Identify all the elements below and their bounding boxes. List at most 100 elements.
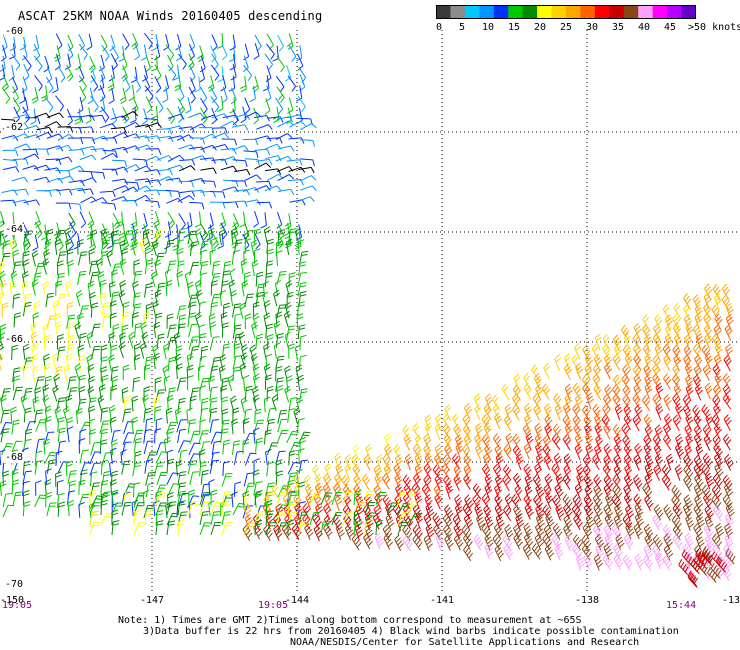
wind-barb [78, 251, 88, 266]
wind-barb [154, 405, 162, 422]
wind-barb [23, 134, 41, 141]
wind-barb [44, 478, 52, 495]
wind-barb [111, 239, 121, 254]
wind-barb [672, 344, 681, 362]
wind-barb [2, 504, 15, 518]
wind-barb [187, 281, 194, 298]
wind-barb [200, 190, 217, 198]
wind-barb [22, 343, 30, 360]
wind-barb [297, 239, 305, 256]
wind-barb [695, 548, 706, 565]
wind-barb [612, 484, 623, 501]
wind-barb [284, 385, 292, 403]
wind-barb [444, 404, 452, 421]
wind-barb [581, 543, 592, 561]
wind-barb [273, 289, 280, 307]
wind-barb [582, 344, 591, 362]
wind-barb [89, 114, 106, 122]
wind-barb [674, 464, 683, 481]
wind-barb [482, 452, 492, 470]
wind-barb [423, 534, 434, 552]
wind-barb [0, 388, 11, 402]
wind-barb [66, 108, 73, 126]
wind-barb [167, 356, 176, 372]
wind-barb [515, 453, 524, 471]
wind-barb [135, 124, 152, 131]
wind-barb [435, 533, 445, 550]
wind-barb [531, 543, 543, 560]
wind-barb [187, 460, 198, 475]
wind-barb [153, 321, 161, 338]
note-line: Note: 1) Times are GMT 2)Times along bot… [118, 615, 582, 626]
wind-barb [78, 374, 86, 390]
wind-barb [0, 55, 6, 72]
wind-barb [89, 471, 98, 487]
wind-barb [423, 474, 432, 492]
wind-barb [231, 227, 238, 244]
wind-barb [552, 494, 561, 512]
wind-barb [66, 343, 75, 359]
wind-barb [200, 223, 209, 241]
wind-barb [585, 513, 595, 531]
wind-barb [1, 442, 14, 456]
wind-barb [374, 532, 384, 550]
wind-barb [702, 424, 711, 441]
wind-barb [133, 194, 151, 202]
wind-barb [252, 394, 260, 411]
wind-barb [190, 77, 196, 94]
wind-barb [30, 321, 38, 339]
wind-barb [177, 195, 195, 203]
wind-barb [13, 375, 21, 391]
wind-barb [67, 500, 75, 517]
wind-barb [0, 343, 5, 361]
wind-barb [711, 494, 722, 511]
wind-barb [575, 394, 584, 411]
wind-barb [265, 448, 272, 466]
wind-barb [701, 404, 710, 421]
wind-barb [134, 185, 151, 193]
wind-barb [32, 234, 39, 252]
wind-barb [143, 407, 152, 423]
wind-barb [555, 504, 565, 521]
wind-barb [199, 441, 211, 455]
wind-barb [320, 520, 330, 536]
wind-barb [167, 113, 185, 120]
wind-barb [55, 471, 62, 487]
wind-barb [90, 197, 108, 204]
wind-barb [100, 344, 108, 360]
wind-barb [189, 471, 200, 486]
wind-barb [208, 375, 216, 392]
wind-barb [575, 362, 584, 380]
wind-barb [263, 363, 271, 380]
wind-barb [79, 428, 87, 445]
wind-barb [155, 417, 163, 434]
wind-barb [592, 453, 601, 470]
wind-barb [21, 43, 28, 61]
wind-barb [90, 482, 100, 497]
wind-barb [522, 423, 531, 441]
wind-barb [199, 501, 210, 516]
wind-barb [174, 407, 182, 424]
wind-barb [22, 439, 32, 454]
wind-barb [78, 126, 95, 133]
wind-barb [144, 179, 162, 186]
wind-barb [55, 170, 71, 178]
wind-barb [712, 363, 721, 381]
wind-barb [121, 501, 132, 516]
wind-barb [44, 121, 62, 128]
wind-barb [710, 562, 722, 579]
wind-barb [286, 375, 293, 392]
wind-barb [189, 241, 199, 256]
wind-barb [143, 504, 154, 519]
wind-barb [144, 135, 161, 142]
wind-barb [534, 422, 543, 440]
wind-barb [63, 364, 71, 382]
wind-barb [692, 294, 701, 312]
wind-barb [222, 114, 240, 121]
wind-barb [494, 412, 503, 430]
wind-barb [239, 302, 247, 319]
wind-barb [166, 394, 174, 411]
wind-barb [425, 523, 435, 541]
wind-barb [481, 493, 490, 510]
wind-barb [454, 434, 463, 451]
